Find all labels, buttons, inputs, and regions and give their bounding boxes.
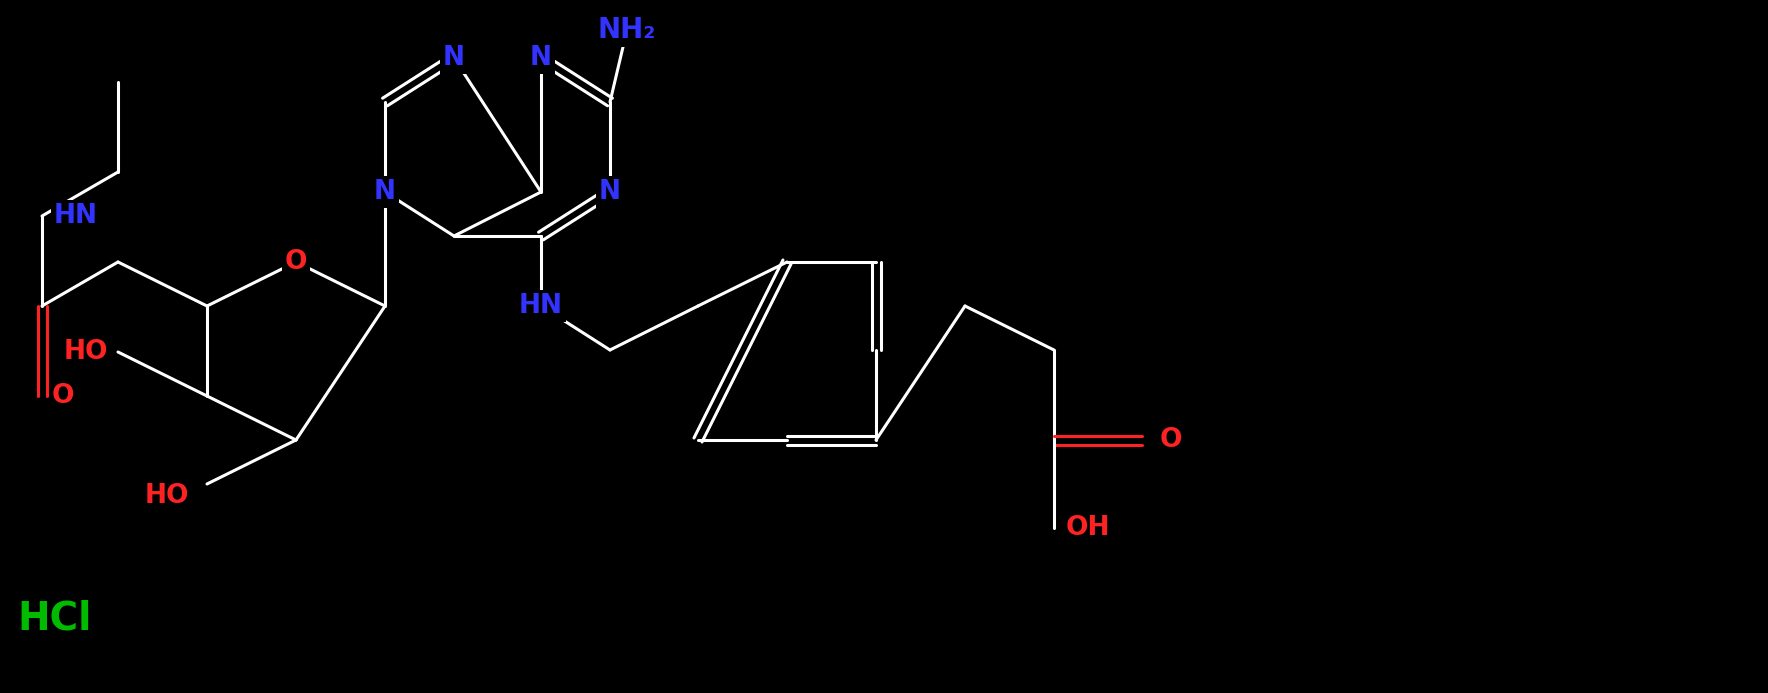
Text: HO: HO [64, 339, 108, 365]
Text: HN: HN [55, 203, 97, 229]
Text: N: N [530, 45, 552, 71]
Text: N: N [375, 179, 396, 205]
Text: HO: HO [145, 483, 189, 509]
Text: HCl: HCl [18, 599, 92, 637]
Text: HN: HN [520, 293, 562, 319]
Text: O: O [285, 249, 308, 275]
Text: O: O [1160, 427, 1183, 453]
Text: NH₂: NH₂ [598, 16, 656, 44]
Text: N: N [444, 45, 465, 71]
Text: OH: OH [1066, 515, 1110, 541]
Text: O: O [51, 383, 74, 409]
Text: N: N [599, 179, 621, 205]
